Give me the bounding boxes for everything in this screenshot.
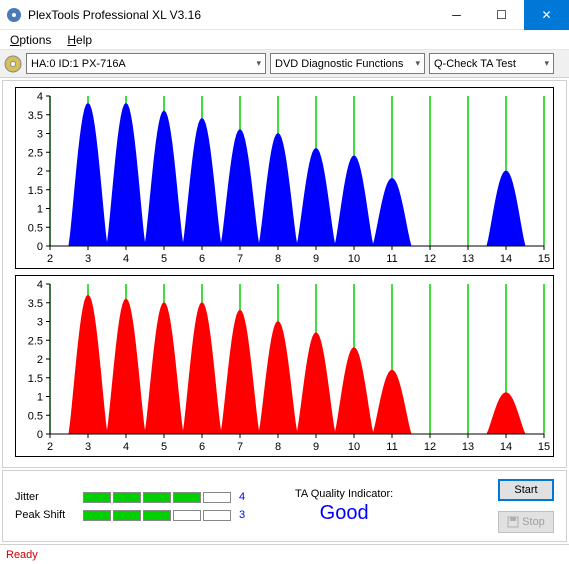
meter-bar (173, 510, 201, 521)
svg-text:3.5: 3.5 (28, 110, 43, 122)
svg-text:15: 15 (538, 441, 550, 453)
save-icon (507, 516, 519, 528)
svg-text:0.5: 0.5 (28, 222, 43, 234)
maximize-button[interactable]: ☐ (479, 0, 524, 30)
status-text: Ready (6, 549, 38, 561)
svg-text:1: 1 (37, 392, 43, 404)
svg-text:6: 6 (199, 253, 205, 265)
svg-text:12: 12 (424, 441, 436, 453)
menu-options[interactable]: Options (4, 31, 57, 49)
svg-text:7: 7 (237, 253, 243, 265)
meter-bar (143, 492, 171, 503)
svg-text:10: 10 (348, 253, 360, 265)
jitter-value: 4 (239, 491, 255, 503)
device-select[interactable]: HA:0 ID:1 PX-716A ▾ (26, 53, 266, 74)
svg-text:3: 3 (85, 253, 91, 265)
svg-text:4: 4 (123, 253, 129, 265)
svg-text:1.5: 1.5 (28, 373, 43, 385)
quality-label: TA Quality Indicator: (295, 488, 393, 500)
toolbar: HA:0 ID:1 PX-716A ▾ DVD Diagnostic Functi… (0, 50, 569, 78)
svg-text:5: 5 (161, 441, 167, 453)
jitter-label: Jitter (15, 491, 75, 503)
svg-text:4: 4 (123, 441, 129, 453)
svg-text:0.5: 0.5 (28, 410, 43, 422)
functions-select-value: DVD Diagnostic Functions (275, 58, 403, 70)
test-select[interactable]: Q-Check TA Test ▾ (429, 53, 554, 74)
svg-text:11: 11 (386, 253, 397, 265)
svg-text:11: 11 (386, 441, 397, 453)
svg-text:3: 3 (37, 129, 43, 141)
svg-text:2: 2 (47, 253, 53, 265)
svg-text:8: 8 (275, 253, 281, 265)
charts-panel: 00.511.522.533.5423456789101112131415 00… (2, 80, 567, 468)
svg-text:13: 13 (462, 253, 474, 265)
svg-text:0: 0 (37, 241, 43, 253)
statusbar: Ready (0, 544, 569, 564)
svg-text:2.5: 2.5 (28, 147, 43, 159)
device-select-value: HA:0 ID:1 PX-716A (31, 58, 126, 70)
meters: Jitter 4 Peak Shift 3 (15, 491, 255, 521)
svg-text:6: 6 (199, 441, 205, 453)
svg-text:9: 9 (313, 253, 319, 265)
svg-text:3: 3 (85, 441, 91, 453)
svg-text:4: 4 (37, 279, 43, 291)
functions-select[interactable]: DVD Diagnostic Functions ▾ (270, 53, 425, 74)
start-button[interactable]: Start (498, 479, 554, 501)
meter-bar (203, 492, 231, 503)
window-title: PlexTools Professional XL V3.16 (28, 8, 434, 22)
svg-text:1: 1 (37, 204, 43, 216)
svg-text:3.5: 3.5 (28, 298, 43, 310)
chevron-down-icon: ▾ (256, 58, 261, 69)
meter-bar (113, 492, 141, 503)
meter-bar (143, 510, 171, 521)
svg-text:10: 10 (348, 441, 360, 453)
jitter-bars (83, 492, 231, 503)
svg-text:4: 4 (37, 91, 43, 103)
meter-bar (83, 510, 111, 521)
peakshift-row: Peak Shift 3 (15, 509, 255, 521)
close-button[interactable]: ✕ (524, 0, 569, 30)
menu-help[interactable]: Help (61, 31, 98, 49)
svg-text:2: 2 (37, 354, 43, 366)
menubar: Options Help (0, 30, 569, 50)
meter-bar (83, 492, 111, 503)
meter-bar (173, 492, 201, 503)
svg-text:8: 8 (275, 441, 281, 453)
peakshift-value: 3 (239, 509, 255, 521)
svg-text:2: 2 (37, 166, 43, 178)
svg-text:1.5: 1.5 (28, 185, 43, 197)
test-select-value: Q-Check TA Test (434, 58, 516, 70)
quality-indicator: TA Quality Indicator: Good (295, 488, 393, 525)
disc-icon (4, 55, 22, 73)
chart-top: 0 0.5 1 1.5 2 2.5 3 3.5 4 2 3 4 5 6 7 8 9 10 11 12 13 14 15 (15, 87, 554, 269)
peakshift-label: Peak Shift (15, 509, 75, 521)
svg-text:14: 14 (500, 253, 512, 265)
chevron-down-icon: ▾ (415, 58, 420, 69)
results-panel: Jitter 4 Peak Shift 3 TA Quality Indicat… (2, 470, 567, 542)
jitter-row: Jitter 4 (15, 491, 255, 503)
svg-text:9: 9 (313, 441, 319, 453)
svg-text:7: 7 (237, 441, 243, 453)
svg-text:5: 5 (161, 253, 167, 265)
svg-text:3: 3 (37, 317, 43, 329)
svg-text:2.5: 2.5 (28, 335, 43, 347)
quality-value: Good (320, 502, 369, 525)
svg-text:2: 2 (47, 441, 53, 453)
peakshift-bars (83, 510, 231, 521)
svg-text:13: 13 (462, 441, 474, 453)
svg-text:12: 12 (424, 253, 436, 265)
titlebar: PlexTools Professional XL V3.16 ─ ☐ ✕ (0, 0, 569, 30)
stop-button: Stop (498, 511, 554, 533)
svg-text:15: 15 (538, 253, 550, 265)
svg-text:0: 0 (37, 429, 43, 441)
meter-bar (113, 510, 141, 521)
app-icon (6, 7, 22, 23)
meter-bar (203, 510, 231, 521)
svg-text:14: 14 (500, 441, 512, 453)
chart-bottom: 0 0.5 1 1.5 2 2.5 3 3.5 4 2 3 4 5 6 7 8 9 10 11 12 13 14 15 (15, 275, 554, 457)
minimize-button[interactable]: ─ (434, 0, 479, 30)
chevron-down-icon: ▾ (544, 58, 549, 69)
